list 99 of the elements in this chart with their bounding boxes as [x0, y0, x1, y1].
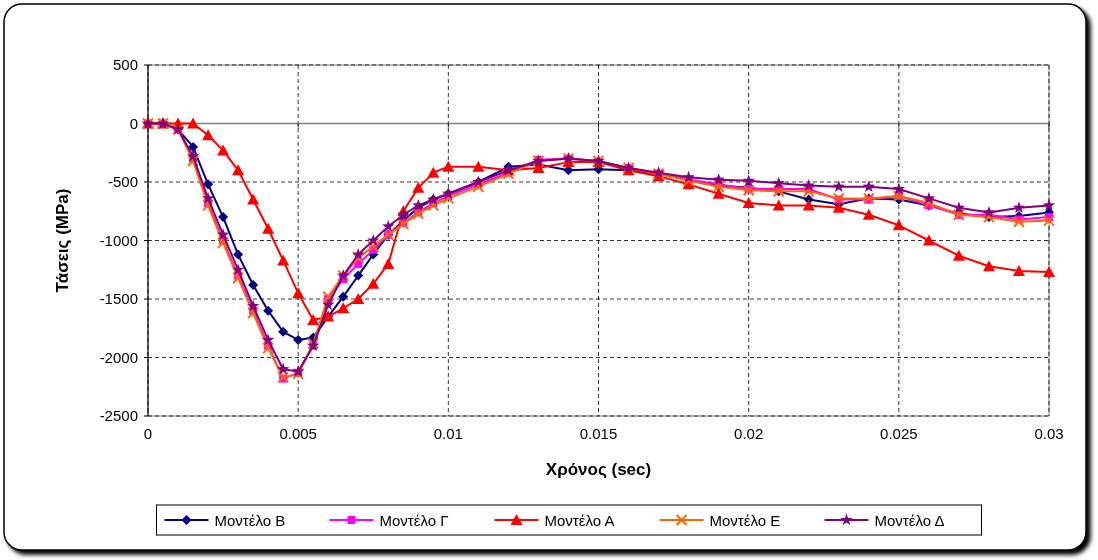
- legend-label: Μοντέλο Α: [544, 512, 615, 529]
- point: [263, 305, 274, 316]
- point: [292, 287, 305, 299]
- x-tick-label: 0.005: [279, 425, 317, 442]
- point: [262, 342, 275, 355]
- point: [382, 219, 395, 232]
- point: [352, 252, 365, 265]
- point: [352, 248, 365, 260]
- point: [186, 149, 200, 162]
- point: [862, 208, 875, 220]
- point: [742, 197, 755, 209]
- point: [772, 199, 785, 211]
- point: [412, 181, 425, 193]
- point: [1043, 214, 1055, 227]
- point: [397, 208, 410, 221]
- point: [397, 218, 410, 231]
- point: [232, 164, 245, 176]
- point: [922, 234, 935, 246]
- point: [278, 326, 289, 337]
- y-axis-title: Τάσεις (MPa): [53, 188, 72, 293]
- point: [248, 279, 259, 290]
- point: [202, 129, 215, 141]
- point: [322, 298, 335, 311]
- point: [952, 201, 966, 213]
- point: [442, 160, 455, 172]
- point: [367, 240, 380, 253]
- point: [952, 249, 965, 261]
- point: [892, 182, 906, 195]
- y-tick-label: -2000: [99, 348, 138, 366]
- point: [246, 299, 260, 312]
- point: [202, 199, 215, 212]
- point: [442, 192, 455, 205]
- point: [412, 198, 425, 211]
- point: [427, 199, 440, 212]
- point: [982, 260, 995, 272]
- legend-label: Μοντέλο Ε: [709, 512, 781, 529]
- x-axis-title: Χρόνος (sec): [545, 460, 652, 479]
- point: [352, 293, 365, 304]
- point: [216, 228, 230, 240]
- y-tick-label: -2500: [99, 407, 138, 424]
- point: [742, 174, 755, 187]
- x-tick-label: 0: [143, 425, 153, 442]
- legend-label: Μοντέλο Δ: [874, 512, 945, 529]
- point: [802, 185, 815, 198]
- point: [427, 166, 440, 178]
- point: [982, 205, 996, 218]
- point: [472, 180, 485, 193]
- point: [262, 222, 275, 234]
- point: [338, 291, 349, 302]
- point: [337, 302, 350, 314]
- point: [217, 144, 230, 156]
- point: [892, 219, 905, 231]
- point: [367, 277, 380, 289]
- point: [1012, 264, 1025, 276]
- point: [862, 180, 875, 192]
- point: [277, 254, 290, 266]
- point: [1012, 201, 1026, 213]
- point: [772, 176, 785, 189]
- x-tick-label: 0.02: [734, 425, 764, 442]
- point: [293, 334, 304, 345]
- point: [1042, 198, 1056, 211]
- point: [367, 234, 380, 246]
- point: [247, 307, 260, 320]
- point: [322, 290, 335, 303]
- point: [382, 257, 395, 269]
- point: [472, 160, 485, 172]
- point: [187, 154, 200, 167]
- point: [188, 141, 199, 152]
- point: [922, 191, 936, 204]
- point: [307, 314, 320, 326]
- point: [232, 271, 245, 284]
- point: [353, 270, 364, 281]
- x-tick-label: 0.015: [579, 425, 618, 442]
- point: [802, 179, 815, 191]
- x-tick-label: 0.03: [1034, 425, 1064, 442]
- y-tick-label: -500: [107, 173, 138, 190]
- point: [233, 249, 244, 260]
- point: [1043, 266, 1055, 278]
- point: [1012, 215, 1025, 228]
- y-tick-label: -1500: [99, 290, 138, 307]
- point: [802, 199, 815, 211]
- x-tick-label: 0.025: [880, 425, 918, 442]
- y-tick-label: -1000: [99, 231, 138, 249]
- legend-label: Μοντέλο Γ: [379, 512, 449, 529]
- point: [276, 362, 290, 375]
- point: [832, 180, 845, 192]
- point: [187, 117, 200, 129]
- point: [261, 333, 275, 346]
- y-tick-label: 500: [112, 56, 138, 73]
- x-tick-label: 0.01: [433, 425, 463, 442]
- point: [201, 191, 215, 204]
- point: [231, 263, 245, 276]
- point: [203, 179, 214, 190]
- legend-label: Μοντέλο Β: [214, 512, 286, 529]
- point: [247, 193, 260, 205]
- point: [712, 187, 725, 199]
- point: [218, 212, 229, 223]
- point: [217, 236, 230, 249]
- y-tick-label: 0: [129, 114, 138, 132]
